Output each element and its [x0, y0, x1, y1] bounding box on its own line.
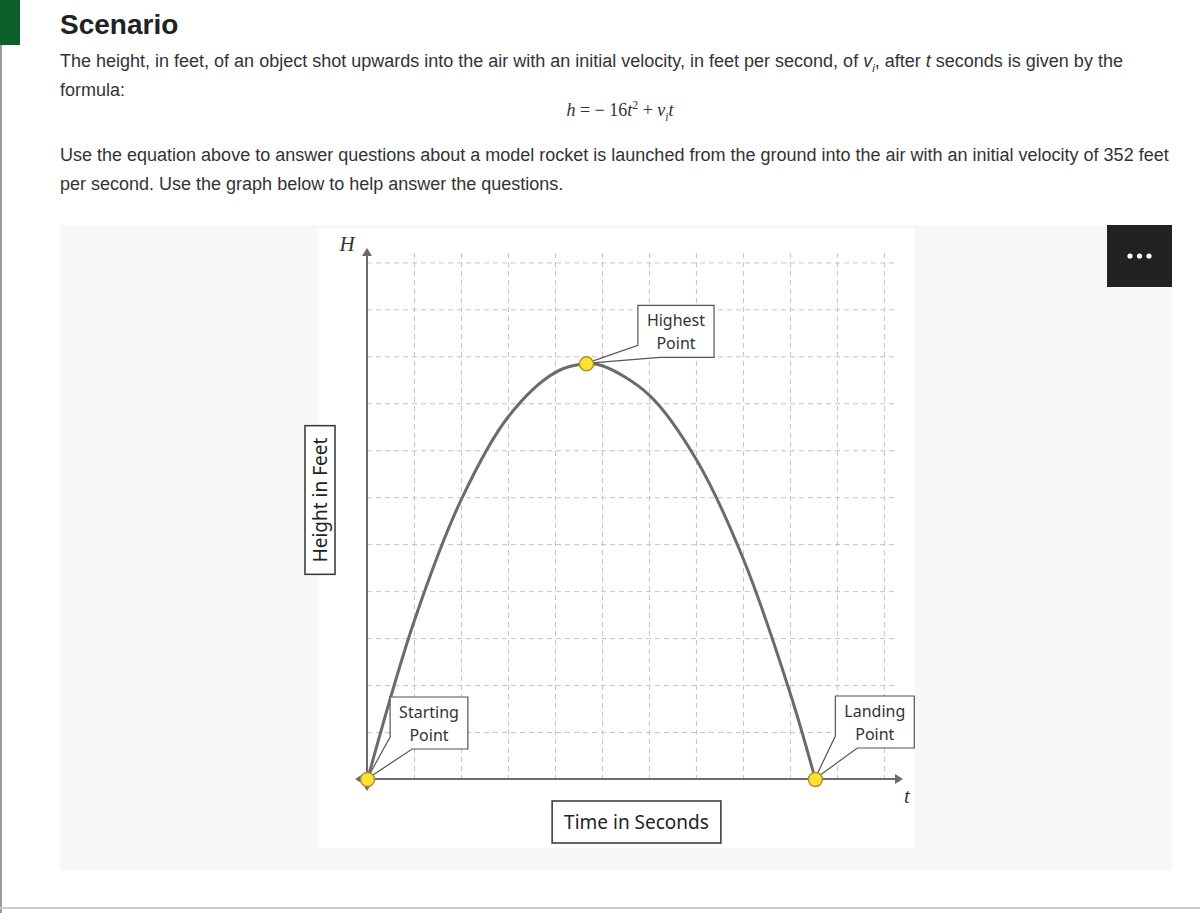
html-text:Use the equation above to answ: Use the equation above to answer questio…	[60, 145, 1169, 194]
svg-text:StartingPoint: StartingPoint	[399, 701, 459, 746]
svg-text:t: t	[904, 784, 911, 808]
html-text:h = − 16 t2+ vit: h = − 16 t2+ vit	[566, 99, 674, 124]
svg-text:Height in Feet: Height in Feet	[307, 438, 333, 563]
svg-text:H: H	[338, 232, 356, 256]
svg-text:Time in Seconds: Time in Seconds	[564, 809, 709, 835]
html-text:The height, in feet, of an obj: The height, in feet, of an object shot u…	[60, 51, 1123, 100]
svg-text:LandingPoint: LandingPoint	[844, 700, 905, 745]
svg-text:HighestPoint: HighestPoint	[647, 309, 705, 354]
html-text:Scenario: Scenario	[60, 9, 179, 40]
